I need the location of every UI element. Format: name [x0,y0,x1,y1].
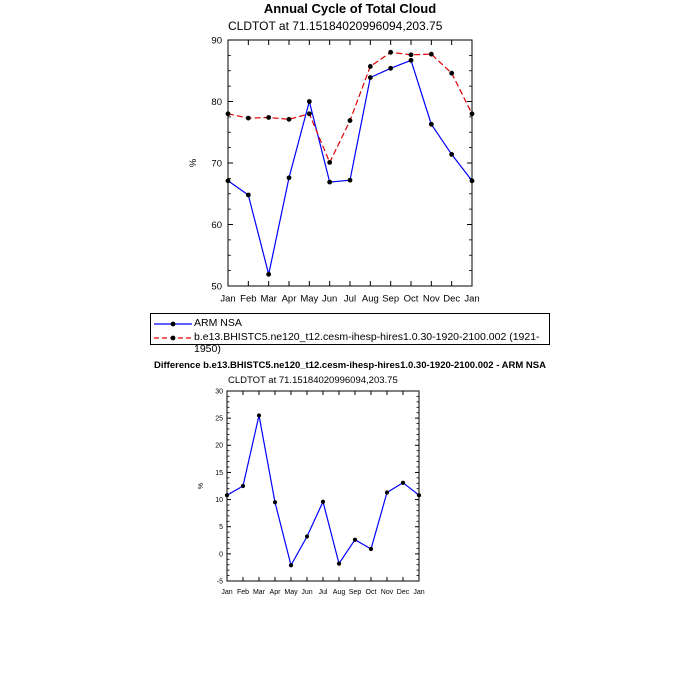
top-series-2-point [408,52,414,58]
legend-line-model [154,335,192,341]
bottom-x-tick-label: Oct [366,589,377,596]
bottom-x-tick-label: May [284,589,298,596]
legend-entry-model: b.e13.BHISTC5.ne120_t12.cesm-ihesp-hires… [151,331,549,355]
legend-label-arm-nsa: ARM NSA [194,317,242,329]
top-x-tick-label: Aug [362,294,379,305]
top-series-2-point [367,64,373,69]
top-plot-frame [227,39,473,287]
bottom-series-line-1 [226,415,420,567]
top-series-1-point [428,121,434,127]
bottom-y-tick-label: 0 [219,551,223,558]
top-series-1-point [245,192,251,198]
top-series-2-point [469,111,475,117]
bottom-x-tick-label: Feb [237,589,249,596]
bottom-series-1-point [400,480,406,485]
bottom-y-tick-label: 10 [215,497,223,504]
top-series-2-point [225,111,231,117]
top-x-tick-label: Sep [382,294,399,305]
bottom-x-tick-label: Aug [333,589,346,596]
bottom-chart-subtitle: CLDTOT at 71.15184020996094,203.75 [228,375,398,386]
legend-line-arm-nsa [154,321,192,327]
top-x-tick-label: Jan [220,294,235,305]
bottom-series-1-point [304,534,310,539]
top-y-tick-label: 70 [211,158,222,169]
top-x-tick-label: Oct [404,294,419,305]
bottom-y-tick-label: 5 [219,524,223,531]
bottom-series-1-point [368,546,374,552]
top-series-1-point [266,271,272,277]
legend: ARM NSA b.e13.BHISTC5.ne120_t12.cesm-ihe… [150,313,550,355]
bottom-series-1-point [224,493,230,498]
top-series-2-point [245,115,251,121]
bottom-x-tick-label: Jul [319,589,328,596]
top-series-1-point [327,179,333,185]
bottom-x-tick-label: Sep [349,589,362,596]
top-y-axis-label: % [188,158,199,167]
top-x-tick-label: Jun [322,294,337,305]
bottom-series-1-point [272,500,278,505]
bottom-y-tick-label: -5 [217,578,223,585]
bottom-x-tick-label: Mar [253,589,266,596]
top-y-tick-label: 80 [211,97,222,108]
bottom-plot-frame [226,390,420,582]
bottom-series-1-point [336,561,342,566]
bottom-y-tick-label: 30 [215,388,223,395]
top-series-2-point [347,118,353,123]
top-chart-subtitle: CLDTOT at 71.15184020996094,203.75 [228,19,443,33]
top-x-tick-label: Dec [443,294,460,305]
chart-title: Annual Cycle of Total Cloud [263,1,437,16]
bottom-y-tick-label: 20 [215,443,223,450]
bottom-x-tick-label: Nov [381,589,394,596]
top-series-1-point [286,175,292,181]
top-x-tick-label: Apr [282,294,297,305]
top-series-line-1 [227,59,473,275]
bottom-x-tick-label: Dec [397,589,410,596]
top-series-1-point [347,177,353,183]
legend-entry-arm-nsa: ARM NSA [151,317,549,331]
bottom-x-tick-label: Apr [270,589,282,596]
bottom-x-tick-label: Jan [221,589,232,596]
bottom-y-axis-label: % [198,483,205,489]
top-series-2-point [428,51,434,57]
bottom-y-tick-label: 15 [215,470,223,477]
bottom-y-tick-label: 25 [215,416,223,423]
bottom-series-1-point [320,499,326,504]
top-series-1-point [469,178,475,184]
top-series-1-point [367,75,373,80]
top-y-tick-label: 60 [211,220,222,231]
top-series-1-point [408,57,414,63]
top-series-1-point [449,151,455,157]
top-series-2-point [388,49,394,55]
top-series-1-point [306,99,312,104]
bottom-series-1-point [288,563,294,568]
bottom-x-tick-label: Jan [413,589,424,596]
legend-label-model: b.e13.BHISTC5.ne120_t12.cesm-ihesp-hires… [194,331,540,355]
difference-title: Difference b.e13.BHISTC5.ne120_t12.cesm-… [154,360,546,371]
bottom-series-1-point [256,413,262,418]
top-series-1-point [225,178,231,184]
top-series-2-point [327,159,333,165]
top-series-1-point [388,65,394,71]
bottom-series-1-point [416,493,422,498]
bottom-series-1-point [240,483,246,489]
bottom-series-1-point [384,490,390,495]
top-x-tick-label: Mar [260,294,276,305]
top-series-2-point [286,116,292,122]
top-x-tick-label: May [300,294,318,305]
top-series-2-point [266,115,272,120]
top-y-tick-label: 90 [211,35,222,46]
top-x-tick-label: Nov [423,294,440,305]
top-x-tick-label: Feb [240,294,256,305]
top-x-tick-label: Jan [464,294,479,305]
top-x-tick-label: Jul [344,294,356,305]
top-y-tick-label: 50 [211,281,222,292]
bottom-series-1-point [352,537,358,542]
bottom-x-tick-label: Jun [301,589,312,596]
top-series-2-point [306,111,312,117]
top-series-2-point [449,70,455,76]
top-series-line-2 [227,51,473,164]
